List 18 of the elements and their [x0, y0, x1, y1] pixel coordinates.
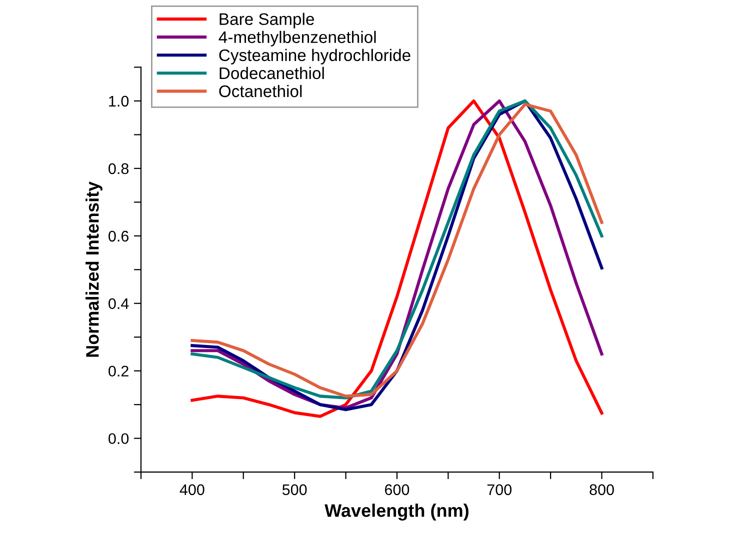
y-tick-label: 0.6	[108, 230, 129, 242]
x-tick-label: 500	[282, 484, 307, 496]
legend-label: Octanethiol	[219, 84, 302, 98]
x-tick-label: 600	[385, 484, 410, 496]
x-tick-label: 800	[590, 484, 614, 496]
legend-label: 4-methylbenzenethiol	[218, 30, 376, 46]
legend-label: Cysteamine hydrochloride	[219, 48, 410, 64]
y-tick-label: 1.0	[109, 96, 129, 107]
legend-label: Dodecanethiol	[220, 66, 324, 80]
x-tick-label: 400	[180, 484, 204, 496]
y-tick-label: 0.4	[108, 298, 129, 310]
x-tick-label: 700	[487, 484, 512, 496]
y-tick-label: 0.8	[108, 163, 129, 174]
y-tick-label: 0.0	[108, 433, 129, 444]
y-tick-label: 0.2	[108, 366, 128, 377]
legend-label: Bare Sample	[220, 12, 314, 28]
y-axis-title: Normalized Intensity	[86, 181, 102, 357]
x-axis-title: Wavelength (nm)	[324, 504, 468, 521]
